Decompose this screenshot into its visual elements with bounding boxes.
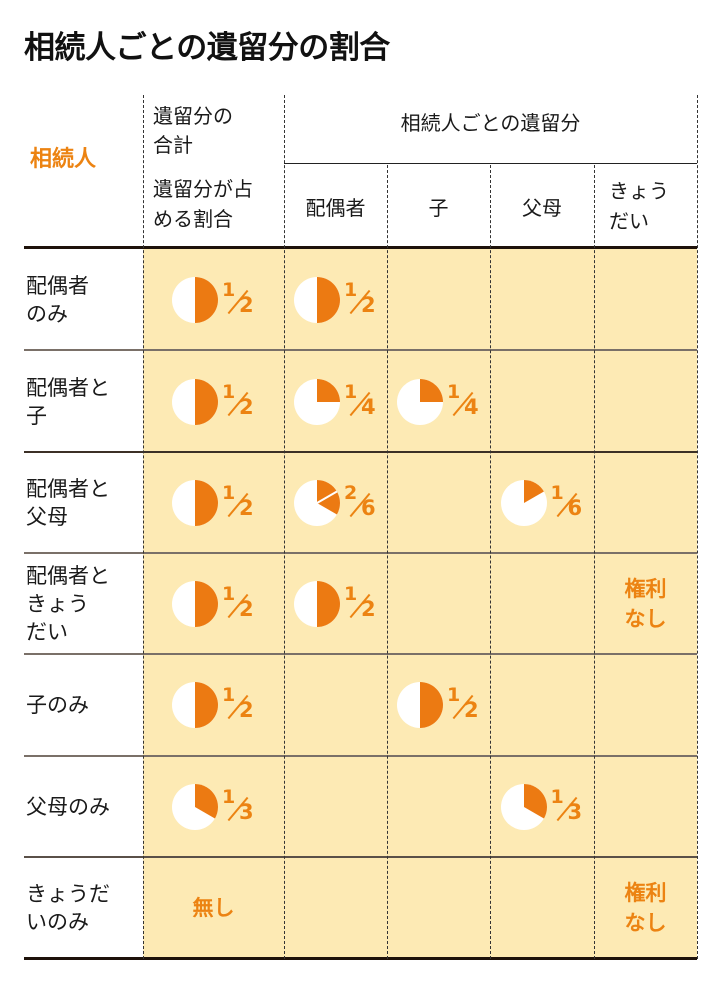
pie-third-icon bbox=[172, 784, 219, 830]
table-body-background bbox=[143, 249, 697, 958]
header-ratio-line1: 遺留分が占 bbox=[153, 177, 253, 201]
pie-one-sixth-icon bbox=[500, 480, 547, 526]
row-label-child-only: 子のみ bbox=[26, 693, 89, 717]
row-label-spouse-child: 配偶者と子 bbox=[26, 376, 110, 428]
row-label-spouse-only: 配偶者 のみ bbox=[26, 274, 89, 326]
header-col-spouse: 配偶者 bbox=[305, 196, 366, 220]
subheader-divider bbox=[284, 163, 697, 164]
cell-siblings-no-right: 権利 なし bbox=[624, 577, 667, 631]
row-label-spouse-siblings: 配偶者と きょう だい bbox=[26, 564, 110, 644]
header-per-heir: 相続人ごとの遺留分 bbox=[400, 111, 581, 135]
header-col-child: 子 bbox=[428, 196, 449, 220]
column-divider bbox=[697, 95, 698, 959]
pie-half-icon bbox=[172, 581, 218, 627]
pie-half-icon bbox=[172, 277, 218, 323]
column-divider bbox=[284, 95, 285, 959]
table-bottom-rule bbox=[24, 957, 697, 960]
row-divider bbox=[24, 653, 697, 655]
pie-half-icon bbox=[294, 277, 340, 323]
row-label-parents-only: 父母のみ bbox=[26, 795, 110, 819]
pie-half-icon bbox=[172, 379, 218, 425]
column-divider bbox=[490, 165, 491, 959]
row-divider bbox=[24, 349, 697, 351]
page-title: 相続人ごとの遺留分の割合 bbox=[24, 30, 390, 66]
row-label-siblings-only: きょうだ いのみ bbox=[26, 882, 110, 934]
row-label-spouse-parents: 配偶者と 父母 bbox=[26, 477, 110, 529]
cell-siblings-no-right: 権利 なし bbox=[624, 881, 667, 935]
pie-two-sixths-icon bbox=[294, 480, 341, 526]
column-divider bbox=[594, 165, 595, 959]
column-divider bbox=[143, 95, 144, 959]
pie-half-icon bbox=[294, 581, 340, 627]
row-divider bbox=[24, 856, 697, 858]
header-col-siblings-line2: だい bbox=[609, 209, 649, 233]
header-heir: 相続人 bbox=[30, 147, 97, 172]
header-col-siblings-line1: きょう bbox=[609, 179, 669, 203]
pie-quarter-icon bbox=[294, 379, 340, 425]
row-divider bbox=[24, 552, 697, 554]
header-ratio-line2: める割合 bbox=[153, 207, 233, 231]
cell-total-none: 無し bbox=[192, 896, 235, 920]
header-col-parents: 父母 bbox=[522, 196, 562, 220]
header-total-line2: 合計 bbox=[153, 133, 193, 157]
pie-third-icon bbox=[500, 784, 547, 830]
header-total-line1: 遺留分の bbox=[153, 104, 233, 128]
header-bottom-rule bbox=[24, 246, 697, 249]
column-divider bbox=[387, 165, 388, 959]
pie-quarter-icon bbox=[397, 379, 443, 425]
pie-half-icon bbox=[172, 682, 218, 728]
row-divider bbox=[24, 755, 697, 757]
pie-half-icon bbox=[172, 480, 218, 526]
pie-half-icon bbox=[397, 682, 443, 728]
row-divider bbox=[24, 451, 697, 453]
